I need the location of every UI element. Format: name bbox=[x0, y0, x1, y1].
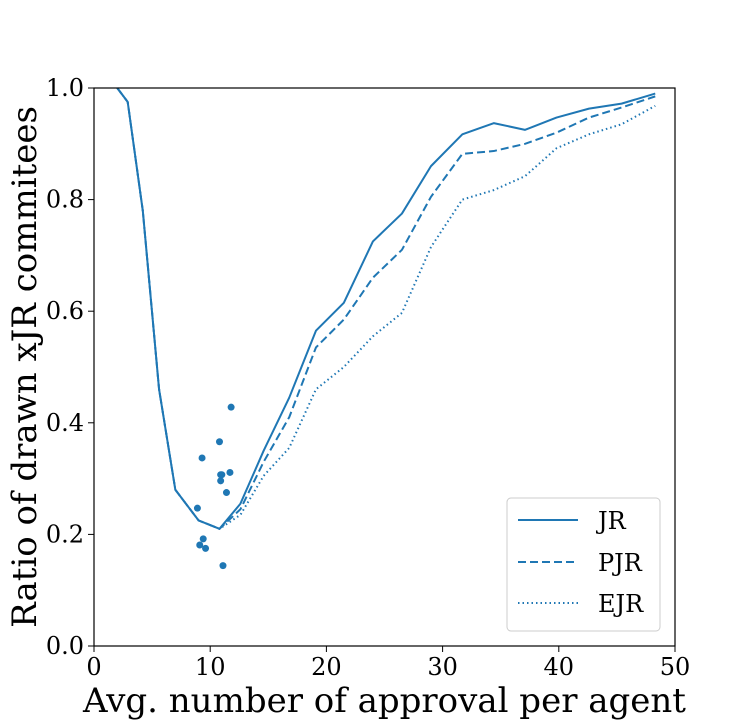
scatter-point bbox=[227, 403, 235, 411]
series-line-pjr bbox=[116, 87, 656, 530]
y-tick-label: 0.0 bbox=[46, 632, 84, 660]
plot-frame bbox=[93, 87, 676, 647]
x-tick-label: 20 bbox=[311, 653, 342, 681]
scatter-point bbox=[199, 535, 207, 543]
x-tick-label: 40 bbox=[544, 653, 575, 681]
scatter-point bbox=[219, 562, 227, 570]
scatter-point bbox=[226, 468, 234, 476]
legend: JR PJR EJR bbox=[506, 497, 661, 632]
x-tick-label: 50 bbox=[660, 653, 691, 681]
y-axis: 0.0 0.2 0.4 0.6 0.8 1.0 bbox=[46, 74, 94, 660]
y-tick-label: 0.6 bbox=[46, 297, 84, 325]
x-tick-label: 10 bbox=[195, 653, 226, 681]
scatter-point bbox=[196, 541, 204, 549]
series-line-ejr bbox=[116, 87, 656, 530]
y-tick-label: 1.0 bbox=[46, 74, 84, 102]
y-tick-label: 0.4 bbox=[46, 409, 84, 437]
scatter-point bbox=[215, 438, 223, 446]
chart-marks bbox=[116, 87, 656, 570]
scatter-point bbox=[198, 454, 206, 462]
legend-label-ejr: EJR bbox=[598, 590, 644, 618]
x-tick-label: 0 bbox=[86, 653, 101, 681]
scatter-point bbox=[193, 504, 201, 512]
y-tick-label: 0.8 bbox=[46, 186, 84, 214]
scatter-point bbox=[202, 544, 210, 552]
scatter-point bbox=[222, 489, 230, 497]
x-axis-title: Avg. number of approval per agent bbox=[82, 681, 686, 721]
x-tick-label: 30 bbox=[427, 653, 458, 681]
y-axis-title: Ratio of drawn xJR commitees bbox=[5, 106, 45, 628]
legend-label-jr: JR bbox=[595, 507, 627, 535]
y-tick-label: 0.2 bbox=[46, 520, 84, 548]
x-axis: 0 10 20 30 40 50 bbox=[86, 646, 690, 681]
scatter-point bbox=[217, 471, 225, 479]
series-line-jr bbox=[116, 87, 656, 530]
legend-frame bbox=[506, 497, 661, 632]
legend-label-pjr: PJR bbox=[598, 549, 643, 577]
scatter-point bbox=[217, 477, 225, 485]
